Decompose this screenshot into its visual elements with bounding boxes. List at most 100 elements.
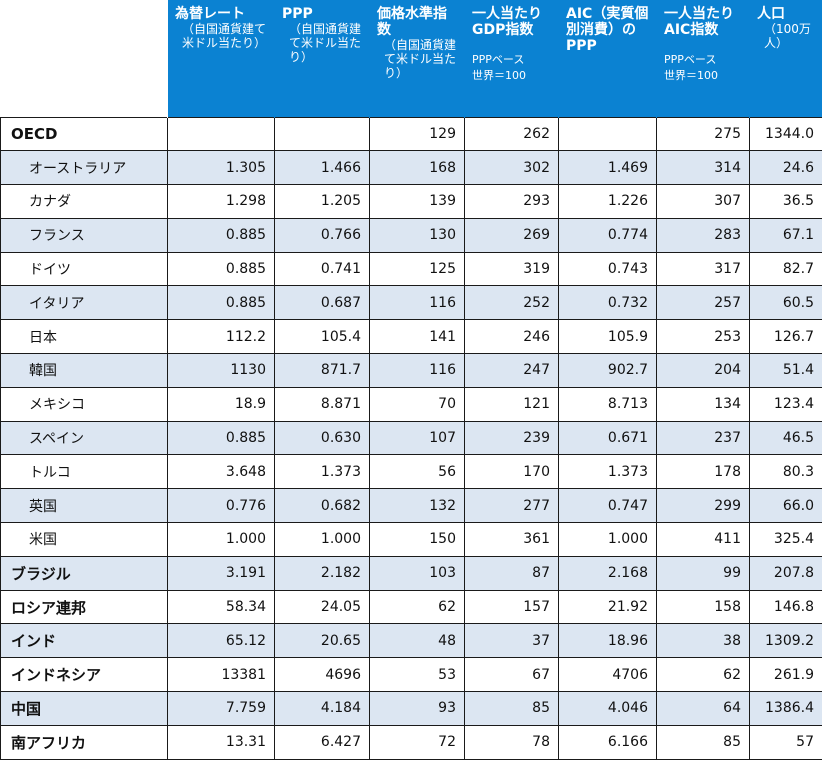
row-label: インド (1, 624, 168, 658)
table-cell: 72 (370, 725, 465, 759)
row-label: 米国 (1, 523, 168, 557)
table-cell: 13381 (168, 658, 275, 692)
table-cell: 99 (657, 556, 750, 590)
table-cell: 317 (657, 252, 750, 286)
table-cell: 1.305 (168, 151, 275, 185)
table-cell: 0.766 (275, 218, 370, 252)
row-label: ブラジル (1, 556, 168, 590)
table-cell: 252 (465, 286, 559, 320)
table-cell: 62 (370, 590, 465, 624)
table-cell: 0.776 (168, 489, 275, 523)
table-cell: 257 (657, 286, 750, 320)
table-cell: 8.713 (559, 387, 657, 421)
header-aic-per-capita-index: 一人当たりAIC指数 PPPベース 世界＝100 (657, 0, 750, 117)
header-gdp-per-capita-index: 一人当たりGDP指数 PPPベース 世界＝100 (465, 0, 559, 117)
table-cell: 107 (370, 421, 465, 455)
table-cell: 4706 (559, 658, 657, 692)
table-cell: 170 (465, 455, 559, 489)
table-cell: 1130 (168, 354, 275, 388)
table-cell: 6.427 (275, 725, 370, 759)
table-cell: 57 (750, 725, 822, 759)
row-label: メキシコ (1, 387, 168, 421)
table-cell: 93 (370, 692, 465, 726)
table-cell: 130 (370, 218, 465, 252)
table-cell: 141 (370, 320, 465, 354)
table-cell: 105.4 (275, 320, 370, 354)
table-cell: 20.65 (275, 624, 370, 658)
table-cell: 247 (465, 354, 559, 388)
table-cell: 58.34 (168, 590, 275, 624)
table-cell: 60.5 (750, 286, 822, 320)
table-cell: 1.205 (275, 185, 370, 219)
header-main: PPP (282, 6, 313, 22)
row-label: オーストラリア (1, 151, 168, 185)
table-cell: 0.743 (559, 252, 657, 286)
table-cell: 269 (465, 218, 559, 252)
table-cell: 0.774 (559, 218, 657, 252)
table-cell: 2.182 (275, 556, 370, 590)
table-cell: 24.6 (750, 151, 822, 185)
table-cell: 56 (370, 455, 465, 489)
table-cell: 411 (657, 523, 750, 557)
header-price-level-index: 価格水準指数 （自国通貨建て米ドル当たり） (370, 0, 465, 117)
table-cell: 283 (657, 218, 750, 252)
table-cell: 37 (465, 624, 559, 658)
table-cell: 0.747 (559, 489, 657, 523)
table-cell: 65.12 (168, 624, 275, 658)
table-cell: 0.741 (275, 252, 370, 286)
table-cell: 126.7 (750, 320, 822, 354)
table-cell: 116 (370, 286, 465, 320)
table-cell: 157 (465, 590, 559, 624)
table-cell: 18.9 (168, 387, 275, 421)
table-cell (559, 117, 657, 151)
table-cell: 0.671 (559, 421, 657, 455)
row-label: ドイツ (1, 252, 168, 286)
table-cell: 302 (465, 151, 559, 185)
table-cell: 0.885 (168, 286, 275, 320)
table-cell: 1.466 (275, 151, 370, 185)
table-cell: 239 (465, 421, 559, 455)
header-main: 人口 (757, 6, 785, 22)
table-cell: 87 (465, 556, 559, 590)
table-cell: 134 (657, 387, 750, 421)
table-cell: 1.373 (275, 455, 370, 489)
table-cell: 103 (370, 556, 465, 590)
table-cell: 67 (465, 658, 559, 692)
table-cell: 6.166 (559, 725, 657, 759)
table-cell: 0.885 (168, 421, 275, 455)
table-cell: 207.8 (750, 556, 822, 590)
table-cell: 21.92 (559, 590, 657, 624)
table-cell: 902.7 (559, 354, 657, 388)
table-cell: 129 (370, 117, 465, 151)
row-label: 韓国 (1, 354, 168, 388)
table-cell: 0.885 (168, 252, 275, 286)
table-cell: 178 (657, 455, 750, 489)
table-cell: 307 (657, 185, 750, 219)
table-cell: 1.000 (168, 523, 275, 557)
table-cell: 253 (657, 320, 750, 354)
header-main: 価格水準指数 (377, 6, 447, 38)
table-cell: 132 (370, 489, 465, 523)
table-cell: 85 (657, 725, 750, 759)
table-cell: 18.96 (559, 624, 657, 658)
row-label: OECD (1, 117, 168, 151)
header-main: 一人当たりAIC指数 (664, 6, 734, 38)
header-ppp: PPP （自国通貨建て米ドル当たり） (275, 0, 370, 117)
table-cell: 8.871 (275, 387, 370, 421)
table-cell: 871.7 (275, 354, 370, 388)
table-cell: 1.000 (559, 523, 657, 557)
table-cell: 325.4 (750, 523, 822, 557)
table-cell: 3.648 (168, 455, 275, 489)
table-cell: 262 (465, 117, 559, 151)
table-cell: 4.046 (559, 692, 657, 726)
header-aic-ppp: AIC（実質個別消費）のPPP (559, 0, 657, 117)
